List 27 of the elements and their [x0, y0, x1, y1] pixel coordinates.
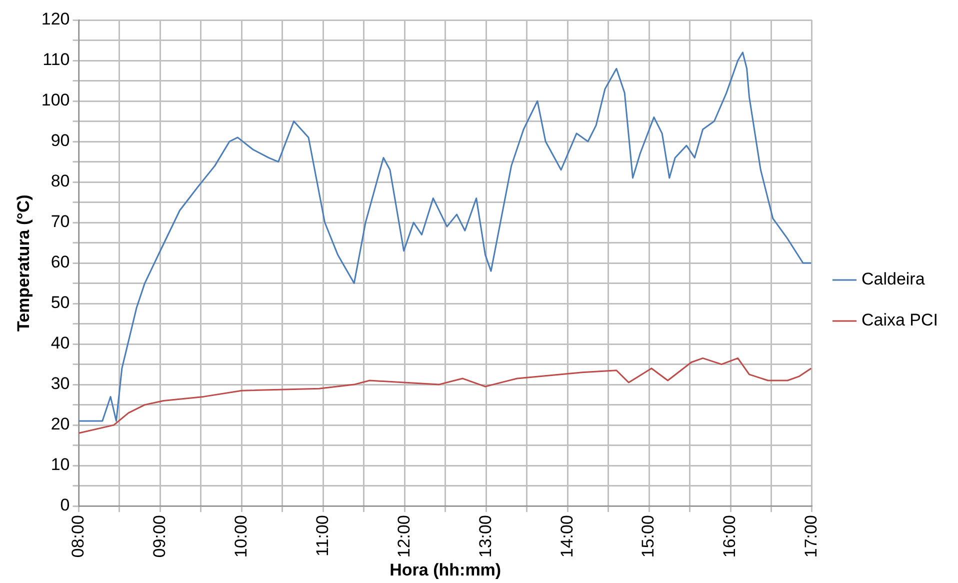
- x-tick-label: 09:00: [150, 515, 169, 558]
- y-tick-label: 80: [50, 172, 70, 191]
- y-tick-label: 50: [50, 293, 70, 312]
- x-tick-label: 17:00: [802, 515, 821, 558]
- x-tick-label: 16:00: [720, 515, 740, 558]
- y-tick-label: 100: [41, 90, 70, 110]
- x-axis-title: Hora (hh:mm): [390, 560, 502, 580]
- x-tick-label: 08:00: [68, 515, 88, 558]
- y-tick-label: 70: [50, 212, 70, 232]
- y-tick-label: 10: [50, 455, 70, 474]
- x-tick-label: 13:00: [476, 515, 495, 558]
- y-tick-label: 120: [41, 10, 70, 29]
- x-tick-label: 10:00: [231, 515, 250, 558]
- legend-label: Caldeira: [861, 270, 926, 289]
- y-tick-label: 90: [50, 131, 70, 150]
- y-tick-label: 0: [60, 496, 70, 515]
- x-tick-label: 12:00: [394, 515, 414, 558]
- y-tick-label: 30: [50, 374, 70, 394]
- y-axis-title: Temperatura (°C): [14, 194, 33, 332]
- y-tick-label: 60: [50, 252, 70, 272]
- legend-label: Caixa PCI: [861, 310, 938, 330]
- x-tick-label: 14:00: [557, 515, 576, 558]
- y-tick-label: 110: [42, 50, 70, 70]
- y-tick-label: 20: [50, 414, 70, 434]
- x-tick-label: 11:00: [312, 515, 332, 556]
- y-tick-label: 40: [50, 334, 70, 353]
- x-tick-label: 15:00: [638, 515, 658, 558]
